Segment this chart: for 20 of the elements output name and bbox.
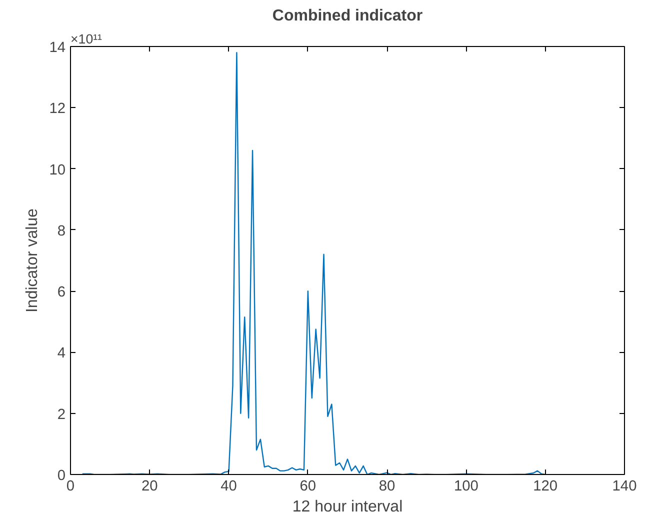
x-tick-label: 140 (612, 478, 637, 494)
x-tick-label: 60 (300, 478, 316, 494)
x-tick-label: 80 (378, 478, 396, 494)
x-tick-label: 40 (220, 478, 237, 494)
y-tick-label: 0 (57, 468, 66, 484)
y-tick-label: 12 (49, 101, 66, 118)
y-tick-label: 4 (57, 346, 66, 362)
y-tick-label: 2 (57, 406, 66, 423)
y-tick-label: 6 (57, 284, 66, 301)
x-axis-title: 12 hour interval (292, 498, 403, 516)
y-axis-title: Indicator value (24, 208, 42, 313)
line-series (82, 52, 546, 474)
y-tick-label: 8 (57, 223, 66, 240)
y-tick-label: 10 (49, 162, 66, 178)
x-tick-label: 120 (533, 478, 558, 494)
y-tick-label: 14 (49, 40, 66, 56)
chart-title: Combined indicator (272, 8, 423, 24)
annotation: ×10¹¹ (70, 32, 103, 46)
x-tick-label: 20 (141, 478, 158, 494)
x-tick-label: 100 (454, 478, 478, 494)
